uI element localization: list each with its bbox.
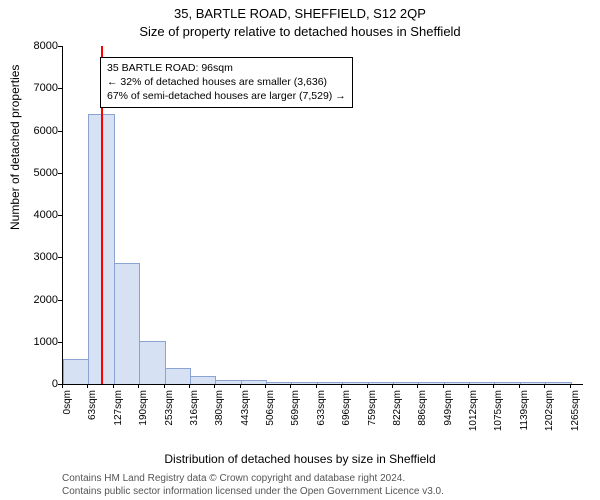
x-tick-label: 443sqm <box>240 390 251 440</box>
x-tick-mark <box>316 384 317 388</box>
histogram-bar <box>418 382 444 384</box>
x-tick-mark <box>290 384 291 388</box>
x-tick-mark <box>240 384 241 388</box>
x-tick-label: 316sqm <box>189 390 200 440</box>
histogram-bar <box>317 382 343 384</box>
y-tick-mark <box>58 257 62 258</box>
x-tick-mark <box>367 384 368 388</box>
x-tick-label: 886sqm <box>417 390 428 440</box>
histogram-bar <box>241 380 267 384</box>
x-tick-label: 190sqm <box>138 390 149 440</box>
histogram-bar <box>444 382 470 384</box>
x-tick-label: 0sqm <box>62 390 73 440</box>
y-tick-label: 7000 <box>34 82 58 94</box>
y-tick-mark <box>58 46 62 47</box>
histogram-bar <box>520 382 546 384</box>
y-tick-label: 1000 <box>34 336 58 348</box>
histogram-bar <box>63 359 89 384</box>
x-tick-mark <box>392 384 393 388</box>
x-tick-mark <box>265 384 266 388</box>
y-tick-mark <box>58 88 62 89</box>
annotation-line1: 35 BARTLE ROAD: 96sqm <box>107 61 346 75</box>
histogram-bar <box>266 382 292 384</box>
x-tick-label: 1202sqm <box>544 390 555 440</box>
x-tick-label: 1139sqm <box>519 390 530 440</box>
x-tick-mark <box>544 384 545 388</box>
y-tick-mark <box>58 215 62 216</box>
x-tick-label: 506sqm <box>265 390 276 440</box>
histogram-bar <box>291 382 317 384</box>
annotation-line2: ← 32% of detached houses are smaller (3,… <box>107 75 346 89</box>
x-tick-mark <box>189 384 190 388</box>
histogram-bar <box>342 382 368 384</box>
x-tick-label: 1075sqm <box>493 390 504 440</box>
x-tick-mark <box>87 384 88 388</box>
x-tick-mark <box>341 384 342 388</box>
histogram-bar <box>545 382 571 384</box>
y-tick-mark <box>58 342 62 343</box>
histogram-bar <box>368 382 394 384</box>
x-tick-mark <box>417 384 418 388</box>
x-tick-mark <box>468 384 469 388</box>
chart-title-sub: Size of property relative to detached ho… <box>0 24 600 39</box>
histogram-bar <box>139 341 165 384</box>
x-tick-mark <box>113 384 114 388</box>
histogram-bar <box>165 368 191 384</box>
histogram-chart: 35, BARTLE ROAD, SHEFFIELD, S12 2QP Size… <box>0 0 600 500</box>
x-tick-label: 1012sqm <box>468 390 479 440</box>
x-tick-mark <box>443 384 444 388</box>
x-tick-mark <box>570 384 571 388</box>
y-tick-mark <box>58 131 62 132</box>
y-tick-label: 2000 <box>34 294 58 306</box>
y-tick-label: 5000 <box>34 167 58 179</box>
histogram-bar <box>190 376 216 384</box>
x-tick-label: 822sqm <box>392 390 403 440</box>
y-tick-mark <box>58 300 62 301</box>
y-tick-label: 4000 <box>34 209 58 221</box>
footer-line-1: Contains HM Land Registry data © Crown c… <box>62 473 405 484</box>
x-axis-label: Distribution of detached houses by size … <box>0 452 600 466</box>
x-tick-label: 759sqm <box>367 390 378 440</box>
histogram-bar <box>215 380 241 384</box>
histogram-bar <box>393 382 419 384</box>
x-tick-mark <box>493 384 494 388</box>
y-tick-mark <box>58 173 62 174</box>
y-tick-label: 3000 <box>34 251 58 263</box>
x-tick-label: 1265sqm <box>570 390 581 440</box>
chart-title-main: 35, BARTLE ROAD, SHEFFIELD, S12 2QP <box>0 6 600 21</box>
x-tick-label: 127sqm <box>113 390 124 440</box>
x-tick-label: 63sqm <box>87 390 98 440</box>
histogram-bar <box>494 382 520 384</box>
annotation-box: 35 BARTLE ROAD: 96sqm ← 32% of detached … <box>100 57 353 108</box>
x-tick-mark <box>214 384 215 388</box>
x-tick-mark <box>164 384 165 388</box>
histogram-bar <box>469 382 495 384</box>
x-tick-mark <box>62 384 63 388</box>
x-tick-label: 949sqm <box>443 390 454 440</box>
x-tick-label: 380sqm <box>214 390 225 440</box>
x-tick-label: 696sqm <box>341 390 352 440</box>
y-tick-label: 6000 <box>34 125 58 137</box>
footer-line-2: Contains public sector information licen… <box>62 486 444 497</box>
annotation-line3: 67% of semi-detached houses are larger (… <box>107 89 346 103</box>
histogram-bar <box>114 263 140 384</box>
x-tick-label: 253sqm <box>164 390 175 440</box>
y-axis-label: Number of detached properties <box>8 65 22 230</box>
x-tick-label: 633sqm <box>316 390 327 440</box>
y-tick-label: 8000 <box>34 40 58 52</box>
x-tick-mark <box>138 384 139 388</box>
x-tick-label: 569sqm <box>290 390 301 440</box>
x-tick-mark <box>519 384 520 388</box>
